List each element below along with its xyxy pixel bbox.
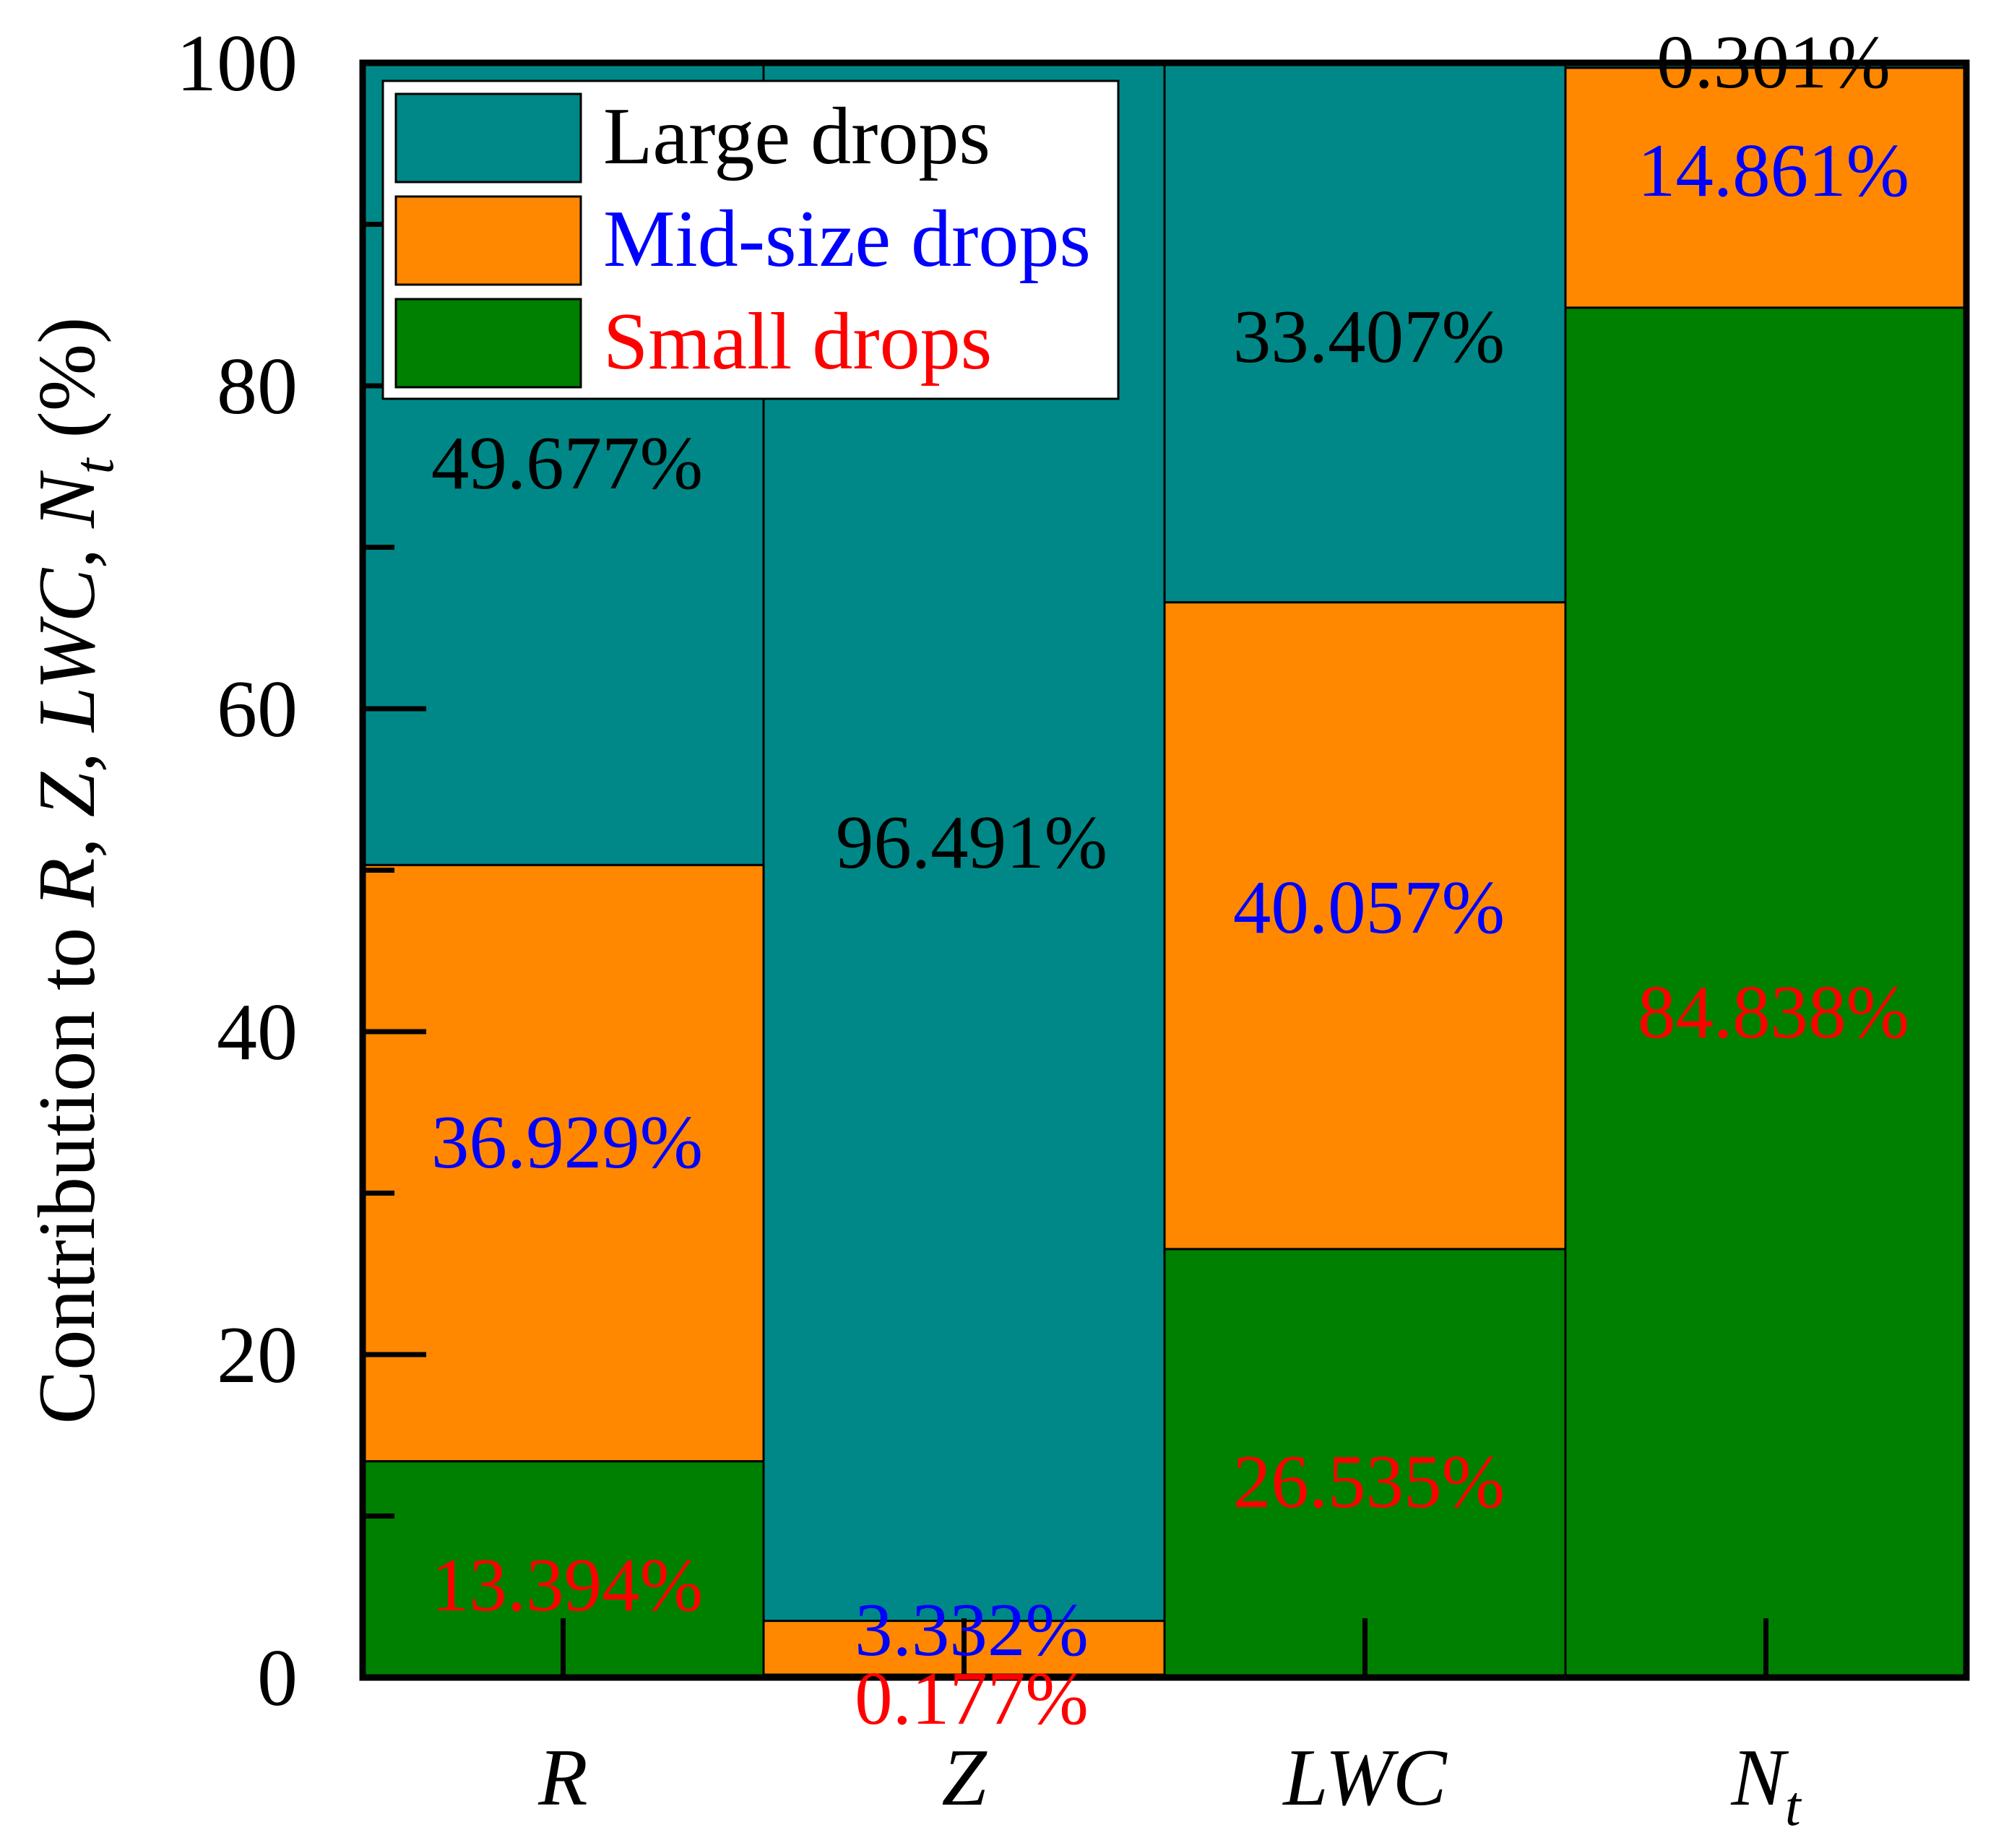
legend-swatch-small-drops — [394, 298, 582, 389]
value-labels: 13.394% 0.177% 26.535% 84.838% 36.929% 3.332%… — [431, 20, 1909, 1740]
y-axis-title: Contribution to R, Z, LWC, Nt (%) — [22, 317, 125, 1425]
value-label-large-drops-r: 49.677% — [431, 420, 703, 505]
y-tick-label: 20 — [217, 1311, 298, 1400]
y-tick-label: 0 — [257, 1633, 298, 1723]
value-label-small-drops-lwc: 26.535% — [1233, 1439, 1505, 1524]
value-label-large-drops-nt: 0.301% — [1656, 20, 1891, 104]
x-tick-label-nt: Nt — [1730, 1733, 1802, 1837]
value-label-mid-size-drops-r: 36.929% — [431, 1100, 703, 1184]
value-label-large-drops-lwc: 33.407% — [1233, 294, 1505, 379]
y-axis-tick-labels: 0 20 40 60 80 100 — [176, 19, 298, 1723]
y-tick-label: 100 — [176, 19, 298, 108]
legend-label-mid-size-drops: Mid-size drops — [603, 194, 1091, 284]
legend-swatch-mid-size-drops — [394, 195, 582, 286]
x-tick-label-lwc: LWC — [1282, 1733, 1447, 1823]
value-label-mid-size-drops-nt: 14.861% — [1638, 128, 1909, 212]
bar-mid-size-drops-r — [361, 863, 765, 1463]
x-axis-labels: R Z LWC Nt — [537, 1733, 1802, 1837]
bar-large-drops-lwc — [1163, 61, 1567, 604]
legend: Large drops Mid-size drops Small drops — [381, 79, 1120, 400]
bar-small-drops-nt — [1564, 306, 1968, 1679]
bar-mid-size-drops-nt — [1564, 66, 1968, 309]
legend-label-small-drops: Small drops — [603, 297, 992, 387]
legend-swatch-large-drops — [394, 92, 582, 183]
bars-layer — [361, 61, 1968, 1679]
y-tick-label: 40 — [217, 988, 298, 1077]
value-label-mid-size-drops-z: 3.332% — [855, 1587, 1089, 1672]
x-tick-label-z: Z — [941, 1733, 988, 1823]
bar-mid-size-drops-lwc — [1163, 601, 1567, 1251]
value-label-small-drops-z: 0.177% — [855, 1656, 1089, 1740]
bar-small-drops-lwc — [1163, 1248, 1567, 1679]
value-label-small-drops-nt: 84.838% — [1638, 970, 1909, 1054]
value-label-large-drops-z: 96.491% — [836, 800, 1107, 884]
y-tick-label: 60 — [217, 665, 298, 754]
axis-ticks — [363, 60, 1768, 1680]
y-axis-title-text: Contribution to R, Z, LWC, Nt (%) — [22, 317, 125, 1425]
y-tick-label: 80 — [217, 342, 298, 431]
x-tick-label-r: R — [537, 1733, 587, 1823]
value-label-small-drops-r: 13.394% — [431, 1542, 703, 1627]
value-label-mid-size-drops-lwc: 40.057% — [1233, 865, 1505, 949]
legend-label-large-drops: Large drops — [603, 92, 990, 181]
